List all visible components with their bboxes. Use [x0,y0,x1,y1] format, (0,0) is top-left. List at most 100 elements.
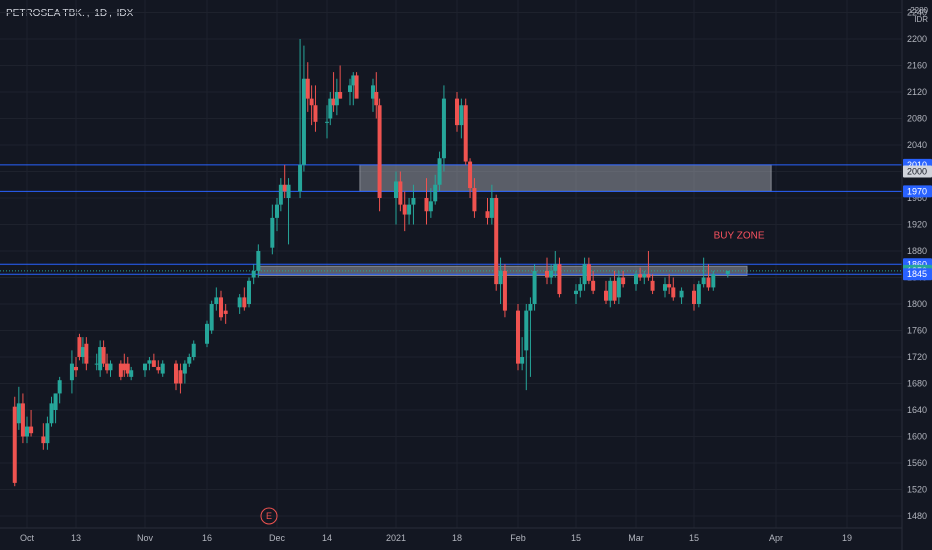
candle-body[interactable] [616,277,621,298]
candle-body[interactable] [270,217,275,248]
candle-body[interactable] [679,290,684,298]
candle-body[interactable] [94,363,99,365]
candle-body[interactable] [485,211,490,218]
candle-body[interactable] [516,310,520,364]
candle-body[interactable] [634,274,638,285]
candle-body[interactable] [608,280,613,301]
candle-body[interactable] [725,270,730,275]
candle-body[interactable] [45,423,50,444]
candle-body[interactable] [338,92,343,99]
candle-body[interactable] [407,204,412,215]
candle-body[interactable] [29,426,34,434]
candle-body[interactable] [80,347,85,357]
candle-body[interactable] [532,270,537,304]
candle-body[interactable] [237,297,242,308]
candle-body[interactable] [650,280,655,291]
candle-body[interactable] [160,363,165,374]
candle-body[interactable] [646,274,651,278]
time-axis[interactable]: Oct 13 Nov 16 Dec 14 2021 18 Feb 15 Mar 15 Apr 19 [0,527,902,543]
candle-body[interactable] [334,92,339,106]
candle-body[interactable] [57,380,62,394]
candle-body[interactable] [374,92,379,106]
candle-body[interactable] [77,337,82,357]
candle-body[interactable] [305,78,310,99]
candle-body[interactable] [578,284,583,291]
candle-body[interactable] [582,264,587,285]
candle-body[interactable] [282,184,287,192]
candle-body[interactable] [242,297,247,308]
candle-body[interactable] [441,98,446,159]
candle-body[interactable] [25,426,29,437]
candle-body[interactable] [394,181,398,198]
candle-body[interactable] [549,270,554,278]
candle-body[interactable] [455,98,459,126]
candle-body[interactable] [105,363,110,371]
earnings-event-icon[interactable] [260,507,278,525]
candle-body[interactable] [143,363,147,371]
candle-body[interactable] [309,98,314,106]
candle-body[interactable] [591,280,596,291]
candle-body[interactable] [706,277,711,288]
candle-body[interactable] [520,357,525,364]
candle-body[interactable] [696,284,701,304]
candle-body[interactable] [459,105,464,126]
candle-body[interactable] [156,366,161,371]
candle-body[interactable] [178,370,183,384]
candle-body[interactable] [463,105,468,162]
candle-body[interactable] [545,270,549,278]
candle-body[interactable] [98,347,103,371]
candle-body[interactable] [205,323,209,344]
candle-body[interactable] [494,198,499,285]
candle-body[interactable] [301,78,306,165]
candle-body[interactable] [209,304,214,331]
candle-body[interactable] [557,264,562,295]
price-axis[interactable]: 1480152015601600164016801720176018001840… [901,0,932,550]
candle-body[interactable] [328,98,333,119]
candle-body[interactable] [348,85,352,92]
candle-body[interactable] [671,287,676,298]
candle-body[interactable] [398,181,403,205]
candle-body[interactable] [411,198,416,205]
candle-body[interactable] [424,198,429,212]
candle-body[interactable] [275,204,279,218]
candle-body[interactable] [502,270,507,311]
candle-body[interactable] [219,297,223,318]
candle-body[interactable] [223,310,228,314]
candle-body[interactable] [667,284,672,288]
candle-body[interactable] [313,105,318,122]
candle-body[interactable] [498,270,503,285]
candle-body[interactable] [701,277,706,285]
candle-body[interactable] [638,274,643,278]
candle-body[interactable] [125,363,130,374]
candle-body[interactable] [489,198,494,218]
candle-body[interactable] [53,393,58,410]
candle-body[interactable] [621,277,626,285]
candle-body[interactable] [151,360,156,367]
candle-body[interactable] [528,304,533,311]
candle-body[interactable] [524,310,529,351]
candle-body[interactable] [74,366,78,371]
candle-body[interactable] [247,280,251,304]
candle-body[interactable] [41,436,46,444]
candle-body[interactable] [69,363,74,381]
resistance-zone[interactable] [359,164,772,192]
candle-body[interactable] [604,290,608,301]
candle-body[interactable] [278,184,283,205]
candle-body[interactable] [371,85,375,99]
candle-body[interactable] [20,403,25,437]
candle-body[interactable] [147,360,152,364]
candle-body[interactable] [711,274,716,288]
candle-body[interactable] [182,363,187,374]
candles-layer[interactable] [12,39,730,487]
candle-body[interactable] [122,363,127,371]
candle-body[interactable] [574,290,578,295]
candle-body[interactable] [16,403,21,424]
candle-body[interactable] [191,343,196,357]
candle-body[interactable] [214,297,219,304]
candle-body[interactable] [325,121,329,123]
candle-body[interactable] [612,280,617,301]
candle-body[interactable] [129,370,134,377]
candle-body[interactable] [187,357,192,364]
candle-body[interactable] [331,98,336,106]
candle-body[interactable] [377,105,382,198]
